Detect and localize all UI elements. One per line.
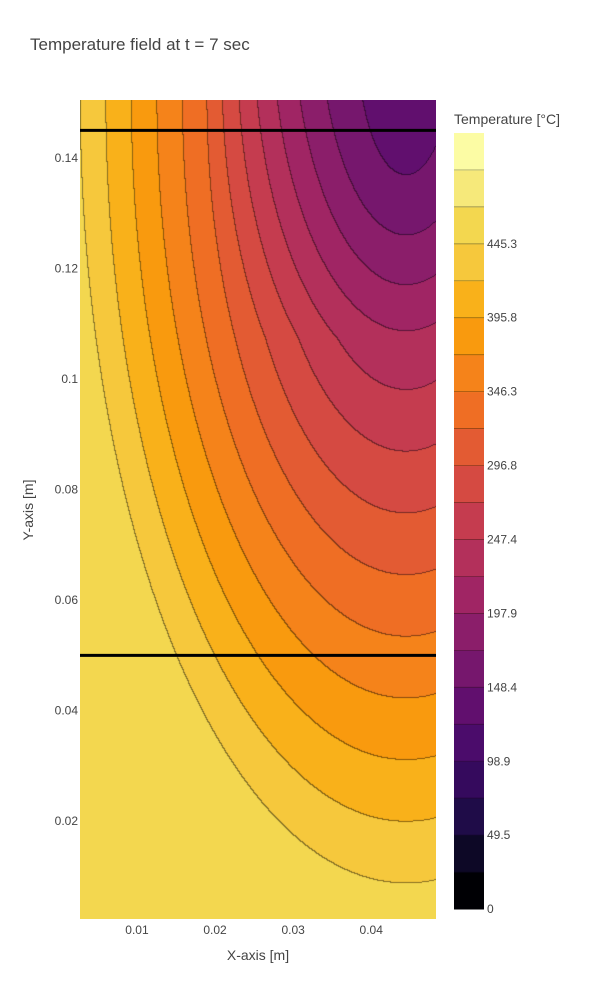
colorbar-band xyxy=(454,243,484,282)
colorbar-band xyxy=(454,798,484,836)
plot-area xyxy=(80,100,436,919)
colorbar-band xyxy=(454,133,484,171)
y-tick-label: 0.14 xyxy=(55,151,79,165)
x-tick-label: 0.02 xyxy=(203,923,227,937)
colorbar-band xyxy=(454,428,484,467)
colorbar-band xyxy=(454,317,484,356)
colorbar-band xyxy=(454,650,484,688)
colorbar-band xyxy=(454,539,484,577)
colorbar-tick-label: 148.4 xyxy=(487,680,517,694)
y-tick-label: 0.08 xyxy=(55,483,79,497)
colorbar-tick-label: 445.3 xyxy=(487,237,517,251)
colorbar-tick-label: 49.5 xyxy=(487,828,511,842)
colorbar-band xyxy=(454,687,484,725)
colorbar-band xyxy=(454,761,484,799)
colorbar-tick-label: 395.8 xyxy=(487,311,517,325)
x-tick-label: 0.01 xyxy=(125,923,149,937)
colorbar-band xyxy=(454,206,484,245)
colorbar-band xyxy=(454,502,484,540)
y-tick-label: 0.12 xyxy=(55,262,79,276)
colorbar-band xyxy=(454,576,484,614)
colorbar-band xyxy=(454,169,484,208)
x-tick-label: 0.03 xyxy=(281,923,305,937)
colorbar-tick-label: 0 xyxy=(487,902,494,916)
y-axis-title: Y-axis [m] xyxy=(20,480,36,541)
y-axis-ticks: 0.02 0.04 0.06 0.08 0.1 0.12 0.14 xyxy=(55,151,79,828)
colorbar-band xyxy=(454,613,484,651)
colorbar-band xyxy=(454,280,484,319)
x-axis-ticks: 0.01 0.02 0.03 0.04 xyxy=(125,923,383,937)
colorbar-tick-label: 247.4 xyxy=(487,532,517,546)
y-tick-label: 0.04 xyxy=(55,704,79,718)
colorbar-band xyxy=(454,835,484,873)
colorbar-band xyxy=(454,391,484,430)
colorbar-band xyxy=(454,872,484,910)
y-tick-label: 0.02 xyxy=(55,814,79,828)
y-tick-label: 0.06 xyxy=(55,593,79,607)
x-tick-label: 0.04 xyxy=(360,923,384,937)
colorbar: 0 49.5 98.9 148.4 197.9 247.4 296.8 346.3 395.8 4… xyxy=(454,133,517,916)
colorbar-tick-label: 197.9 xyxy=(487,606,517,620)
temperature-field xyxy=(80,100,436,919)
colorbar-band xyxy=(454,724,484,762)
chart-title: Temperature field at t = 7 sec xyxy=(30,35,250,54)
horizontal-line-layer xyxy=(80,128,436,657)
colorbar-tick-label: 296.8 xyxy=(487,459,517,473)
colorbar-band xyxy=(454,354,484,393)
colorbar-band xyxy=(454,465,484,504)
y-tick-label: 0.1 xyxy=(61,372,78,386)
colorbar-tick-label: 346.3 xyxy=(487,385,517,399)
colorbar-tick-label: 98.9 xyxy=(487,754,511,768)
colorbar-title: Temperature [°C] xyxy=(454,111,560,127)
x-axis-title: X-axis [m] xyxy=(227,947,289,963)
